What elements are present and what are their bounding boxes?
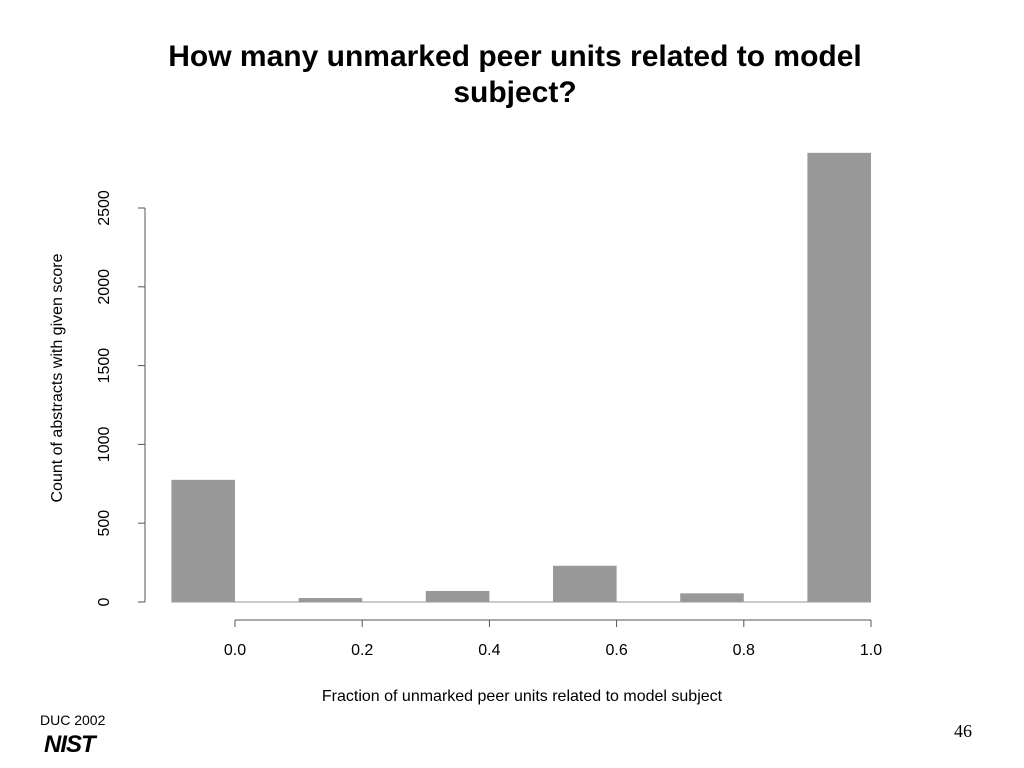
bar [807,152,871,602]
x-tick-label: 0.2 [351,642,373,659]
y-tick-label: 1500 [96,348,113,384]
bar [680,593,744,602]
logo: NIST [44,731,98,758]
page-number: 46 [954,721,972,741]
x-tick-label: 1.0 [860,642,882,659]
x-tick-label: 0.0 [224,642,246,659]
y-tick-label: 2500 [96,190,113,226]
bar [298,598,363,602]
chart-title: How many unmarked peer units related to … [168,40,862,109]
x-tick-label: 0.8 [733,642,755,659]
y-tick-label: 500 [96,510,113,537]
x-tick-label: 0.6 [605,642,627,659]
y-tick-label: 2000 [96,269,113,305]
footer-text: DUC 2002 [40,712,106,728]
y-tick-label: 1000 [96,427,113,463]
y-axis-label: Count of abstracts with given score [49,253,66,502]
bar [425,590,490,602]
bar [171,479,235,602]
y-tick-label: 0 [96,597,113,606]
bar [553,565,617,602]
x-tick-label: 0.4 [478,642,500,659]
x-axis-label: Fraction of unmarked peer units related … [322,688,723,705]
